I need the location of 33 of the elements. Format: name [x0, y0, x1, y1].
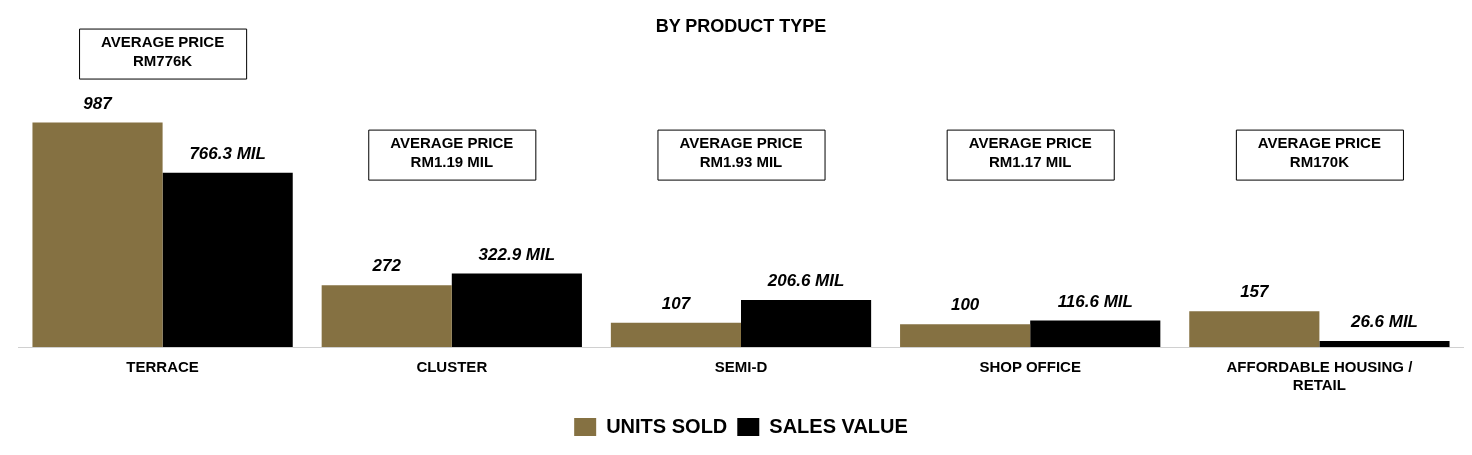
bar — [1189, 311, 1320, 347]
annotation: AVERAGE PRICE RM1.19 MIL — [390, 134, 514, 171]
bar — [610, 322, 741, 347]
data-label: 107 — [661, 293, 692, 313]
legend-label: SALES VALUE — [769, 414, 908, 437]
bar — [900, 324, 1031, 347]
data-label: 26.6 MIL — [1349, 312, 1419, 332]
annotation: AVERAGE PRICE RM1.17 MIL — [968, 134, 1092, 171]
legend-label: UNITS SOLD — [606, 414, 728, 437]
bar — [1030, 320, 1161, 347]
x-tick-label: TERRACE — [126, 358, 199, 376]
bar — [321, 285, 452, 347]
data-label: 116.6 MIL — [1057, 291, 1133, 311]
data-label: 766.3 MIL — [189, 143, 266, 163]
x-tick-label: SHOP OFFICE — [979, 358, 1081, 376]
data-label: 100 — [950, 295, 980, 315]
bar — [741, 300, 872, 347]
data-label: 272 — [371, 256, 402, 276]
bar — [32, 122, 163, 347]
x-tick-label: AFFORDABLE HOUSING / RETAIL — [1226, 358, 1414, 394]
x-tick-label: CLUSTER — [416, 358, 488, 376]
x-tick-label: SEMI-D — [714, 358, 768, 376]
data-label: 206.6 MIL — [766, 271, 845, 291]
data-label: 987 — [83, 93, 114, 113]
data-label: 157 — [1240, 282, 1271, 302]
bar — [451, 273, 582, 347]
bar — [162, 172, 293, 347]
bar — [1319, 340, 1450, 347]
data-label: 322.9 MIL — [478, 244, 556, 264]
annotation: AVERAGE PRICE RM170K — [1257, 134, 1381, 171]
chart-title: BY PRODUCT TYPE — [655, 15, 827, 36]
text: AVERAGE PRICE RM776K — [101, 33, 225, 70]
annotation: AVERAGE PRICE RM1.93 MIL — [679, 134, 803, 171]
